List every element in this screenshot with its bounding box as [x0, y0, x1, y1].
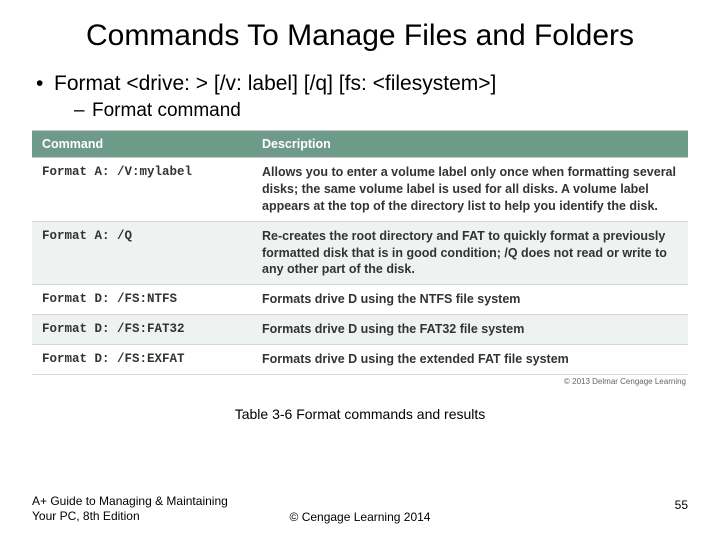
cell-command: Format D: /FS:NTFS — [32, 285, 252, 315]
bullet-dot: • — [36, 72, 54, 96]
table-header-row: Command Description — [32, 131, 688, 158]
bullet1-text: Format <drive: > [/v: label] [/q] [fs: <… — [54, 72, 496, 95]
table-row: Format D: /FS:FAT32 Formats drive D usin… — [32, 315, 688, 345]
table-wrap: Command Description Format A: /V:mylabel… — [32, 130, 688, 386]
cell-command: Format A: /V:mylabel — [32, 158, 252, 222]
footer-center: © Cengage Learning 2014 — [32, 510, 688, 524]
page-number: 55 — [675, 498, 688, 512]
slide-title: Commands To Manage Files and Folders — [32, 18, 688, 54]
table-row: Format A: /Q Re-creates the root directo… — [32, 221, 688, 285]
bullet-level2: –Format command — [74, 100, 688, 122]
bullet2-text: Format command — [92, 100, 241, 121]
col-description: Description — [252, 131, 688, 158]
table-caption: Table 3-6 Format commands and results — [32, 406, 688, 422]
cell-description: Formats drive D using the extended FAT f… — [252, 345, 688, 375]
cell-command: Format A: /Q — [32, 221, 252, 285]
table-copyright: © 2013 Delmar Cengage Learning — [32, 377, 688, 386]
cell-command: Format D: /FS:EXFAT — [32, 345, 252, 375]
cell-description: Re-creates the root directory and FAT to… — [252, 221, 688, 285]
bullet-dash: – — [74, 100, 92, 122]
slide: Commands To Manage Files and Folders •Fo… — [0, 0, 720, 540]
cell-description: Formats drive D using the FAT32 file sys… — [252, 315, 688, 345]
table-row: Format D: /FS:EXFAT Formats drive D usin… — [32, 345, 688, 375]
bullet-level1: •Format <drive: > [/v: label] [/q] [fs: … — [36, 72, 688, 96]
col-command: Command — [32, 131, 252, 158]
cell-description: Allows you to enter a volume label only … — [252, 158, 688, 222]
cell-description: Formats drive D using the NTFS file syst… — [252, 285, 688, 315]
table-row: Format D: /FS:NTFS Formats drive D using… — [32, 285, 688, 315]
format-commands-table: Command Description Format A: /V:mylabel… — [32, 130, 688, 375]
cell-command: Format D: /FS:FAT32 — [32, 315, 252, 345]
table-row: Format A: /V:mylabel Allows you to enter… — [32, 158, 688, 222]
bullet-list: •Format <drive: > [/v: label] [/q] [fs: … — [36, 72, 688, 122]
